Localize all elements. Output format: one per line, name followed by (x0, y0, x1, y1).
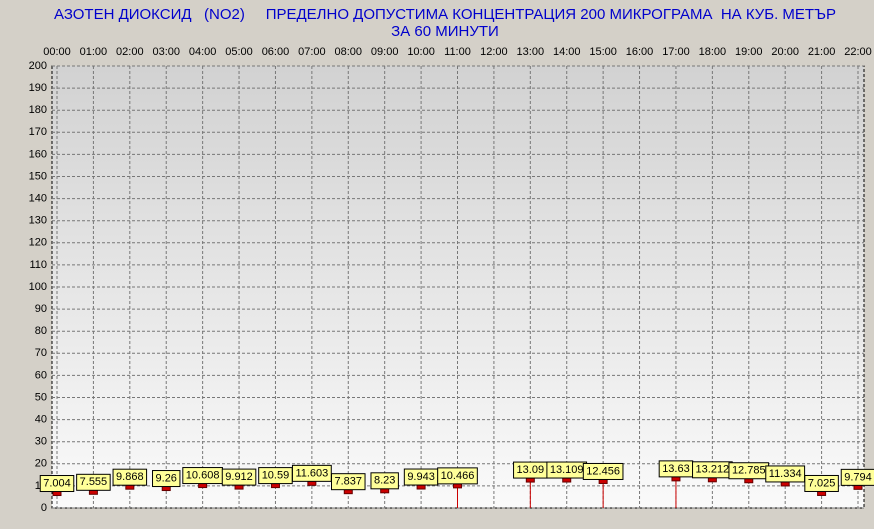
value-label-box (804, 474, 839, 492)
value-label: 9.794 (844, 471, 872, 483)
y-tick-label: 40 (35, 414, 47, 426)
y-tick-label: 20 (35, 458, 47, 470)
y-tick-label: 200 (29, 60, 47, 72)
value-label-box (221, 468, 257, 486)
value-label: 7.025 (808, 477, 836, 489)
x-tick-label: 01:00 (80, 46, 108, 58)
value-label: 9.868 (116, 471, 144, 483)
x-tick-label: 20:00 (771, 46, 799, 58)
x-tick-label: 04:00 (189, 46, 217, 58)
chart-subtitle: ЗА 60 МИНУТИ (391, 23, 499, 40)
x-tick-label: 11:00 (444, 46, 471, 58)
x-tick-label: 21:00 (808, 46, 836, 58)
y-tick-label: 110 (29, 259, 47, 271)
x-tick-label: 16:00 (626, 46, 654, 58)
value-label: 13.09 (517, 464, 545, 476)
value-label-box (39, 475, 75, 493)
y-tick-label: 50 (35, 391, 47, 403)
y-tick-label: 160 (29, 148, 47, 160)
value-label-box (112, 468, 148, 486)
x-tick-label: 12:00 (480, 46, 508, 58)
value-label: 7.555 (80, 476, 108, 488)
x-tick-label: 17:00 (662, 46, 690, 58)
y-tick-label: 180 (29, 104, 47, 116)
value-label: 11.334 (769, 468, 802, 480)
value-label: 9.912 (225, 471, 253, 483)
value-label-box (152, 470, 181, 488)
x-tick-label: 02:00 (116, 46, 144, 58)
value-label: 13.109 (550, 464, 584, 476)
value-label-box (582, 462, 624, 480)
y-tick-label: 190 (29, 82, 47, 94)
x-tick-label: 10:00 (407, 46, 435, 58)
y-tick-label: 140 (29, 193, 47, 205)
value-label: 13.63 (662, 463, 690, 475)
value-label-box (437, 467, 478, 485)
y-tick-label: 120 (29, 237, 47, 249)
x-tick-label: 15:00 (589, 46, 617, 58)
x-tick-label: 09:00 (371, 46, 399, 58)
value-label: 7.004 (43, 477, 71, 489)
value-label: 13.212 (696, 464, 730, 476)
value-label: 10.466 (441, 470, 475, 482)
value-label-box (765, 465, 806, 483)
y-tick-label: 150 (29, 170, 47, 182)
value-label: 8.23 (374, 475, 395, 487)
value-label: 12.785 (732, 465, 766, 477)
value-label: 10.608 (186, 469, 220, 481)
value-label-box (76, 473, 111, 491)
value-label-box (840, 468, 874, 486)
y-tick-label: 30 (35, 436, 47, 448)
value-label: 7.837 (335, 476, 363, 488)
value-label: 11.603 (295, 467, 328, 479)
y-tick-label: 60 (35, 369, 47, 381)
x-tick-label: 22:00 (844, 46, 872, 58)
y-tick-label: 90 (35, 303, 47, 315)
x-tick-label: 00:00 (43, 46, 71, 58)
y-tick-label: 80 (35, 325, 47, 337)
y-tick-label: 70 (35, 347, 47, 359)
x-tick-label: 08:00 (335, 46, 363, 58)
y-tick-label: 130 (29, 215, 47, 227)
y-tick-label: 0 (41, 502, 47, 514)
value-label-box (370, 472, 399, 490)
value-label: 9.26 (156, 472, 177, 484)
x-tick-label: 05:00 (225, 46, 253, 58)
x-tick-label: 18:00 (699, 46, 727, 58)
x-tick-label: 06:00 (262, 46, 290, 58)
value-label-box (331, 473, 366, 491)
y-tick-label: 170 (29, 126, 47, 138)
x-tick-label: 13:00 (517, 46, 545, 58)
x-tick-label: 03:00 (152, 46, 180, 58)
value-label: 9.943 (407, 471, 435, 483)
x-tick-label: 14:00 (553, 46, 581, 58)
x-tick-label: 19:00 (735, 46, 763, 58)
y-tick-label: 100 (29, 281, 47, 293)
x-tick-label: 07:00 (298, 46, 326, 58)
chart-title: АЗОТЕН ДИОКСИД (NO2) ПРЕДЕЛНО ДОПУСТИМА … (54, 6, 836, 23)
value-label: 12.456 (586, 465, 620, 477)
value-label: 10.59 (262, 470, 290, 482)
